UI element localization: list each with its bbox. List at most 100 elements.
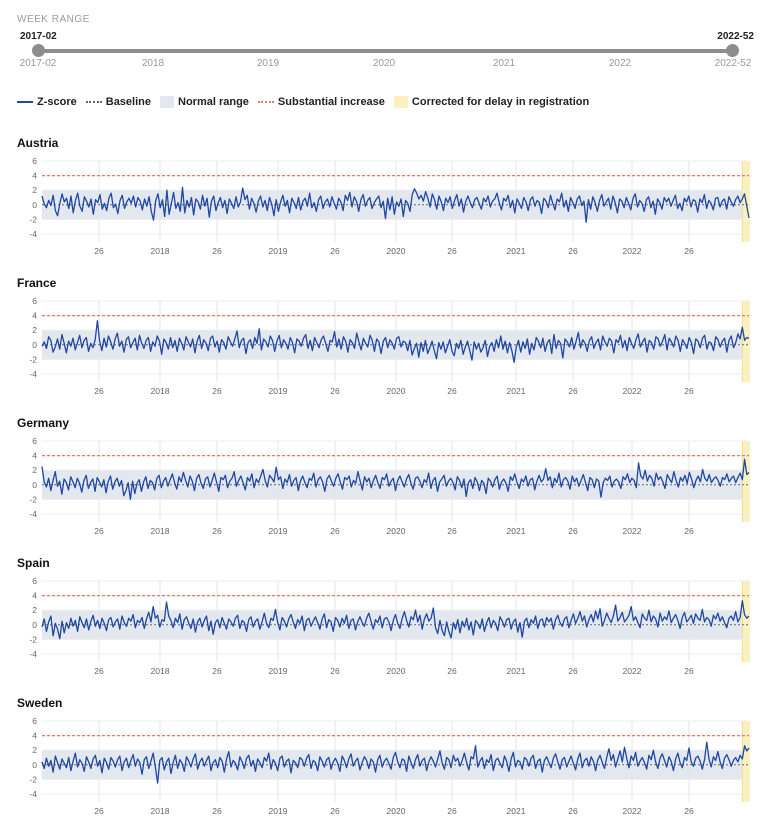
x-tick-label: 26 — [447, 666, 457, 676]
range-start-value: 2017-02 — [20, 31, 57, 42]
x-tick-label: 26 — [212, 666, 222, 676]
x-tick-label: 2022 — [623, 246, 642, 256]
range-tick-label: 2018 — [141, 58, 165, 69]
chart-germany: 6 4 2 0 -2 -4 26 2018 26 2019 26 2020 26 2021 26 2022 26 — [29, 436, 750, 536]
corrected-delay-area — [742, 301, 750, 382]
y-tick-label: -4 — [29, 229, 37, 239]
normal-range-swatch — [160, 96, 174, 108]
x-tick-label: 26 — [330, 526, 340, 536]
range-tick-label: 2021 — [492, 58, 516, 69]
y-tick-label: 0 — [32, 620, 37, 630]
range-end-handle[interactable] — [726, 44, 739, 57]
zscore-line-swatch — [17, 101, 33, 103]
zscore-series-line — [41, 600, 750, 640]
week-range-title: WEEK RANGE — [17, 14, 90, 25]
x-tick-label: 26 — [212, 386, 222, 396]
country-title-sweden: Sweden — [17, 696, 63, 710]
country-title-france: France — [17, 276, 57, 290]
x-tick-label: 26 — [684, 246, 694, 256]
range-track[interactable] — [38, 49, 733, 53]
y-tick-label: 6 — [32, 156, 37, 166]
x-tick-label: 2021 — [507, 386, 526, 396]
week-range-slider[interactable]: 2017-02 2022-52 2017-02 2018 2019 2020 2… — [0, 28, 771, 73]
x-tick-label: 2020 — [387, 526, 406, 536]
y-tick-label: 6 — [32, 576, 37, 586]
x-tick-label: 26 — [330, 806, 340, 816]
x-tick-label: 26 — [684, 806, 694, 816]
y-tick-label: -2 — [29, 354, 37, 364]
y-tick-label: 4 — [32, 451, 37, 461]
x-tick-label: 26 — [568, 666, 578, 676]
chart-legend: Z-score Baseline Normal range Substantia… — [17, 95, 598, 109]
legend-item-corrected[interactable]: Corrected for delay in registration — [393, 96, 589, 108]
y-tick-label: -4 — [29, 789, 37, 799]
y-tick-label: 4 — [32, 591, 37, 601]
y-tick-label: -4 — [29, 649, 37, 659]
legend-label: Substantial increase — [277, 96, 385, 108]
x-tick-label: 26 — [447, 386, 457, 396]
y-tick-label: 4 — [32, 731, 37, 741]
x-tick-label: 2022 — [623, 666, 642, 676]
y-tick-label: 4 — [32, 171, 37, 181]
y-tick-label: 6 — [32, 296, 37, 306]
y-tick-label: 4 — [32, 311, 37, 321]
x-tick-label: 2020 — [387, 246, 406, 256]
x-tick-label: 26 — [447, 806, 457, 816]
x-tick-label: 2019 — [269, 526, 288, 536]
range-end-value: 2022-52 — [717, 31, 754, 42]
y-tick-label: 2 — [32, 325, 37, 335]
chart-spain: 6 4 2 0 -2 -4 26 2018 26 2019 26 2020 26 2021 26 2022 26 — [29, 576, 750, 676]
y-tick-label: 2 — [32, 185, 37, 195]
y-tick-label: 0 — [32, 200, 37, 210]
x-tick-label: 2019 — [269, 246, 288, 256]
legend-item-zscore[interactable]: Z-score — [17, 96, 77, 108]
x-tick-label: 2018 — [151, 666, 170, 676]
x-tick-label: 2022 — [623, 386, 642, 396]
corrected-delay-area — [742, 581, 750, 662]
x-tick-label: 2021 — [507, 246, 526, 256]
range-tick-label: 2017-02 — [19, 58, 57, 69]
x-tick-label: 26 — [94, 666, 104, 676]
x-tick-label: 26 — [684, 666, 694, 676]
x-tick-label: 26 — [212, 806, 222, 816]
chart-austria: 6 4 2 0 -2 -4 26 2018 26 2019 26 2020 26 2021 26 2022 26 — [29, 156, 750, 256]
x-tick-label: 2018 — [151, 526, 170, 536]
y-tick-label: 0 — [32, 760, 37, 770]
y-tick-label: 2 — [32, 605, 37, 615]
y-tick-label: -2 — [29, 494, 37, 504]
range-tick-label: 2022 — [608, 58, 632, 69]
x-tick-label: 26 — [568, 246, 578, 256]
x-tick-label: 2018 — [151, 806, 170, 816]
y-tick-label: 2 — [32, 465, 37, 475]
x-tick-label: 26 — [447, 526, 457, 536]
y-tick-label: -2 — [29, 634, 37, 644]
x-tick-label: 2020 — [387, 386, 406, 396]
legend-label: Baseline — [105, 96, 151, 108]
y-tick-label: 2 — [32, 745, 37, 755]
country-title-spain: Spain — [17, 556, 50, 570]
range-tick-label: 2022-52 — [714, 58, 752, 69]
corrected-delay-area — [742, 721, 750, 802]
x-tick-label: 26 — [568, 806, 578, 816]
x-tick-label: 26 — [568, 526, 578, 536]
y-tick-label: -2 — [29, 774, 37, 784]
x-tick-label: 2019 — [269, 666, 288, 676]
x-tick-label: 26 — [330, 386, 340, 396]
legend-item-normal-range[interactable]: Normal range — [160, 96, 249, 108]
x-tick-label: 2019 — [269, 386, 288, 396]
x-tick-label: 26 — [447, 246, 457, 256]
x-tick-label: 26 — [330, 666, 340, 676]
legend-item-baseline[interactable]: Baseline — [85, 96, 151, 108]
corrected-delay-area — [742, 441, 750, 522]
x-tick-label: 26 — [684, 526, 694, 536]
x-tick-label: 2019 — [269, 806, 288, 816]
x-tick-label: 26 — [94, 526, 104, 536]
y-tick-label: 6 — [32, 716, 37, 726]
range-start-handle[interactable] — [32, 44, 45, 57]
country-title-germany: Germany — [17, 416, 70, 430]
legend-item-substantial-increase[interactable]: Substantial increase — [257, 96, 385, 108]
x-tick-label: 26 — [94, 806, 104, 816]
x-tick-label: 2020 — [387, 666, 406, 676]
x-tick-label: 2021 — [507, 526, 526, 536]
chart-sweden: 6 4 2 0 -2 -4 26 2018 26 2019 26 2020 26 2021 26 2022 26 — [29, 716, 750, 816]
